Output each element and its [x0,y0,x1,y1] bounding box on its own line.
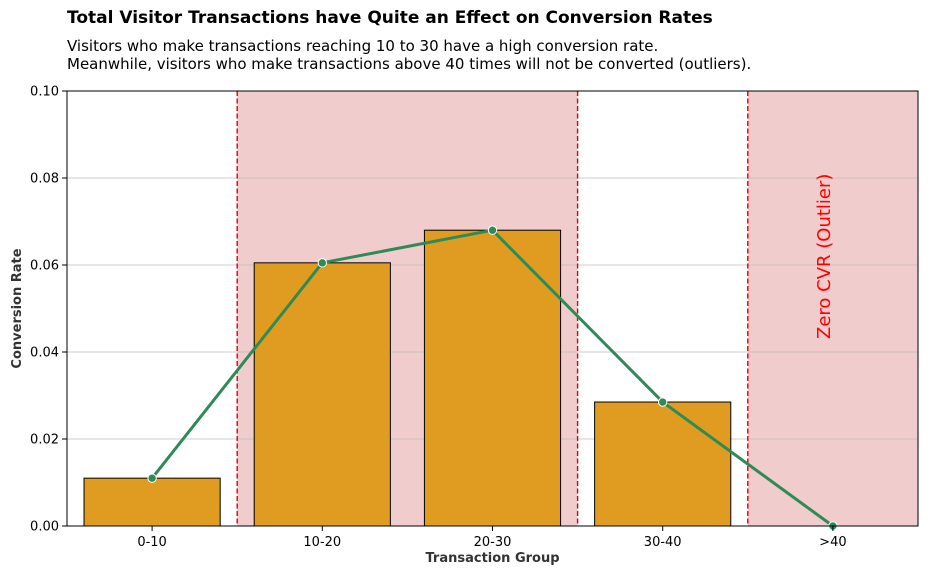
bars [83,229,732,527]
y-axis: 0.00 0.02 0.04 0.06 0.08 0.10 [30,85,67,535]
bar-20-30 [423,229,562,527]
highlight-region-2 [747,91,918,526]
x-axis: 0-10 10-20 20-30 30-40 >40 [137,526,847,550]
bar-0-10 [83,477,221,527]
y-tick-label: 0.06 [30,259,59,274]
y-tick-label: 0.00 [30,520,59,535]
y-tick-label: 0.08 [30,172,59,187]
y-tick-label: 0.04 [30,346,59,361]
line-point-30-40 [658,397,668,407]
x-tick-label: >40 [819,535,846,550]
chart-title: Total Visitor Transactions have Quite an… [67,8,713,28]
x-tick-label: 0-10 [137,535,167,550]
x-tick-label: 20-30 [474,535,512,550]
line-point-20-30 [487,225,498,235]
x-tick-label: 30-40 [644,535,682,550]
bar-30-40 [594,401,732,527]
y-tick-label: 0.02 [30,433,59,448]
x-tick-label: 10-20 [303,535,341,550]
line-point-10-20 [317,258,327,268]
subtitle-line-1: Visitors who make transactions reaching … [67,37,659,55]
x-axis-label: Transaction Group [425,551,559,566]
divider-lines [236,91,749,526]
bar-10-20 [253,262,391,527]
y-tick-label: 0.10 [30,85,59,100]
line-point-0-10 [147,473,157,483]
outlier-annotation: Zero CVR (Outlier) [814,174,835,339]
chart-subtitle: Visitors who make transactions reaching … [67,37,751,73]
subtitle-line-2: Meanwhile, visitors who make transaction… [67,55,752,73]
y-axis-label: Conversion Rate [10,248,25,368]
